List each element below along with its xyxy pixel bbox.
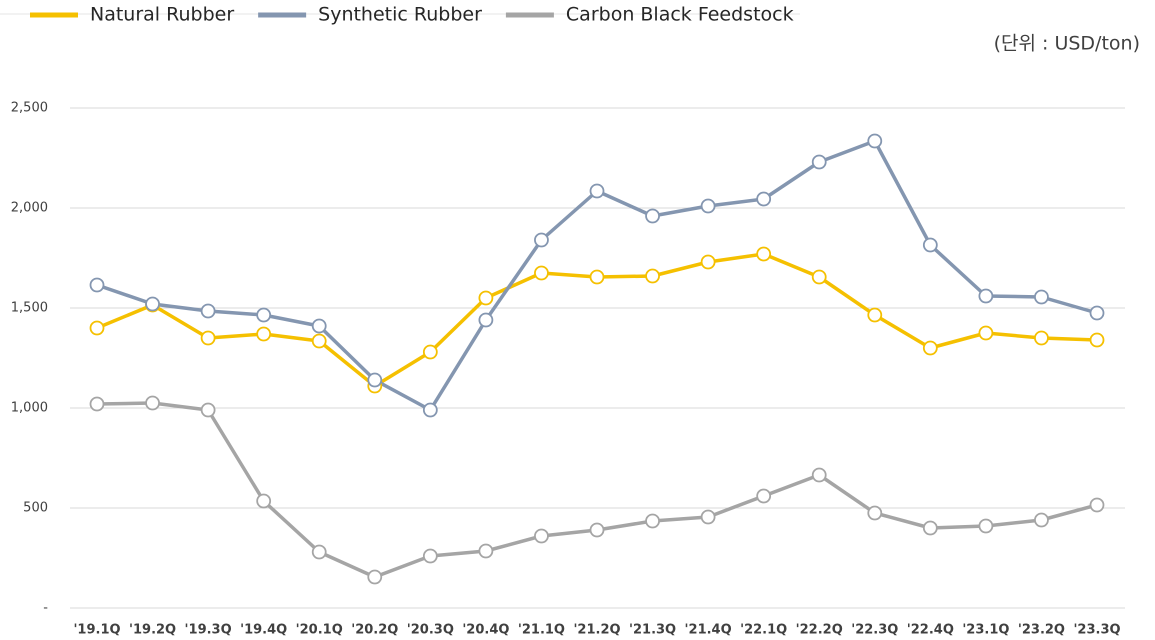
x-tick-label: '22.4Q xyxy=(907,623,954,638)
point xyxy=(534,232,549,248)
point xyxy=(811,467,827,483)
y-tick-label: - xyxy=(43,601,48,616)
point xyxy=(589,269,605,285)
y-tick-label: 500 xyxy=(23,501,48,516)
point xyxy=(811,269,827,285)
x-tick-label: '23.3Q xyxy=(1073,623,1120,638)
x-tick-label: '23.2Q xyxy=(1018,623,1065,638)
point xyxy=(756,488,772,504)
point xyxy=(422,344,438,360)
unit-label: (단위 : USD/ton) xyxy=(994,33,1140,55)
legend-label: Synthetic Rubber xyxy=(318,4,482,26)
point xyxy=(978,325,994,341)
point xyxy=(1089,305,1105,321)
point xyxy=(534,528,549,544)
x-tick-label: '22.1Q xyxy=(740,623,787,638)
point xyxy=(478,543,494,559)
x-tick-label: '19.4Q xyxy=(240,623,287,638)
point xyxy=(256,326,272,342)
point xyxy=(256,493,272,509)
x-tick-label: '21.2Q xyxy=(573,623,620,638)
x-tick-label: '23.1Q xyxy=(962,623,1009,638)
point xyxy=(534,265,549,281)
point xyxy=(367,569,383,585)
point xyxy=(200,303,216,319)
point xyxy=(478,312,494,328)
x-tick-label: '21.3Q xyxy=(629,623,676,638)
point xyxy=(422,402,438,418)
legend-label: Natural Rubber xyxy=(90,4,234,26)
y-tick-label: 1,500 xyxy=(11,301,48,316)
point xyxy=(89,396,105,412)
point xyxy=(922,237,938,253)
x-tick-label: '22.2Q xyxy=(796,623,843,638)
point xyxy=(867,133,883,149)
point xyxy=(645,268,660,284)
x-tick-label: '19.3Q xyxy=(185,623,232,638)
x-tick-label: '21.4Q xyxy=(685,623,732,638)
point xyxy=(922,520,938,536)
point xyxy=(978,288,994,304)
point xyxy=(311,333,327,349)
point xyxy=(589,183,605,199)
point xyxy=(756,191,772,207)
point xyxy=(978,518,994,534)
point xyxy=(367,372,383,388)
y-tick-label: 2,000 xyxy=(11,201,48,216)
point xyxy=(922,340,938,356)
point xyxy=(645,513,660,529)
point xyxy=(1034,289,1049,305)
y-tick-label: 1,000 xyxy=(11,401,48,416)
point xyxy=(867,307,883,323)
point xyxy=(1089,332,1105,348)
point xyxy=(1034,330,1049,346)
x-tick-label: '22.3Q xyxy=(851,623,898,638)
point xyxy=(200,330,216,346)
point xyxy=(811,154,827,170)
point xyxy=(700,254,716,270)
x-tick-label: '20.1Q xyxy=(296,623,343,638)
point xyxy=(89,277,105,293)
series-line xyxy=(96,401,1098,579)
point xyxy=(756,246,772,262)
point xyxy=(145,395,160,411)
y-tick-label: 2,500 xyxy=(11,101,48,116)
point xyxy=(1034,512,1049,528)
legend-label: Carbon Black Feedstock xyxy=(566,4,794,26)
x-tick-label: '19.2Q xyxy=(129,623,176,638)
point xyxy=(311,318,327,334)
point xyxy=(700,198,716,214)
x-tick-label: '20.2Q xyxy=(351,623,398,638)
point xyxy=(589,522,605,538)
point xyxy=(645,208,660,224)
x-tick-label: '19.1Q xyxy=(73,623,120,638)
point xyxy=(89,320,105,336)
x-tick-label: '20.4Q xyxy=(462,623,509,638)
point xyxy=(311,544,327,560)
point xyxy=(478,290,494,306)
point xyxy=(145,296,160,312)
point xyxy=(256,307,272,323)
x-tick-label: '21.1Q xyxy=(518,623,565,638)
point xyxy=(700,509,716,525)
x-tick-label: '20.3Q xyxy=(407,623,454,638)
point xyxy=(867,505,883,521)
point xyxy=(1089,497,1105,513)
point xyxy=(422,548,438,564)
point xyxy=(200,402,216,418)
